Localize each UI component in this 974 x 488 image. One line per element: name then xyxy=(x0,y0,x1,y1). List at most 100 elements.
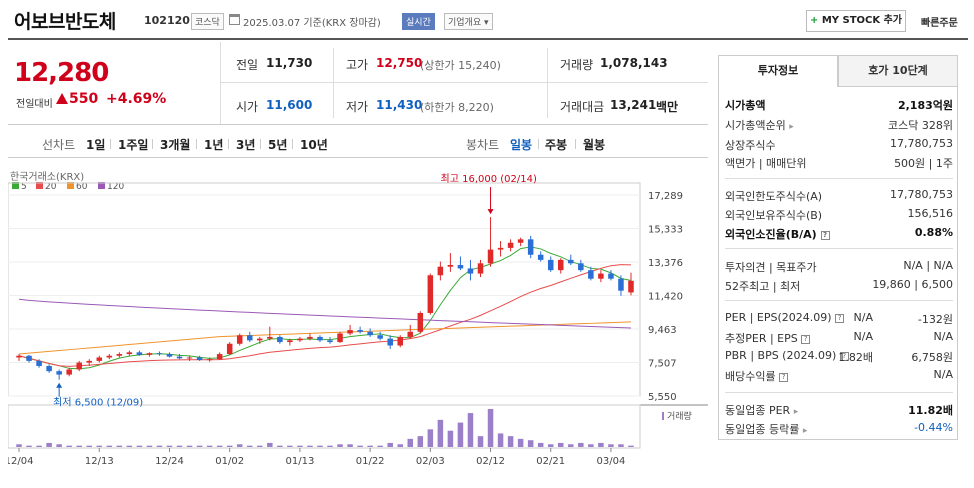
candle-body xyxy=(166,354,173,357)
candle-body xyxy=(46,366,52,372)
realtime-button[interactable]: 실시간 xyxy=(402,13,435,30)
candle-body xyxy=(146,353,153,355)
candle-body xyxy=(236,335,243,344)
divider xyxy=(220,42,221,124)
tab-order-book[interactable]: 호가 10단계 xyxy=(838,55,958,87)
help-icon[interactable]: ? xyxy=(835,313,845,323)
candle-monthly[interactable]: 월봉 xyxy=(583,138,606,152)
y-tick-label: 13,376 xyxy=(648,258,683,269)
divider xyxy=(547,48,548,118)
candle-chart-label: 봉차트 xyxy=(466,138,500,152)
legend-label-5: 5 xyxy=(21,182,27,192)
volume-bar xyxy=(537,442,544,447)
volume-bar xyxy=(76,445,82,447)
x-axis-ticks: 12/04 12/13 12/24 01/02 01/13 01/22 02/03 02/12… xyxy=(8,448,625,467)
market-badge: 코스닥 xyxy=(191,13,224,30)
volume-bar xyxy=(206,445,213,447)
x-tick-label: 12/24 xyxy=(155,456,184,467)
open-value: 11,600 xyxy=(266,98,313,112)
period-3m[interactable]: 3개월 xyxy=(160,138,191,152)
candle-body xyxy=(16,355,22,358)
min-price-arrowhead xyxy=(56,382,63,388)
help-icon[interactable]: ? xyxy=(779,372,789,382)
candle-body xyxy=(427,275,434,313)
legend-label-20: 20 xyxy=(45,182,57,192)
volume-bar xyxy=(166,445,173,447)
info-row-est-per: 추정PER | EPS ? N/A N/A xyxy=(725,330,953,345)
volume-bar xyxy=(257,445,263,447)
plus-icon: + xyxy=(809,15,819,26)
volume-bar xyxy=(477,436,484,447)
period-1w[interactable]: 1주일 xyxy=(118,138,149,152)
candle-body xyxy=(598,273,604,279)
volume-bar xyxy=(66,445,72,447)
period-1y[interactable]: 1년 xyxy=(204,138,224,152)
prev-close-label: 전일 xyxy=(236,58,259,72)
quick-order-link[interactable]: 빠른주문 xyxy=(921,18,958,29)
header-divider xyxy=(8,38,968,40)
candle-body xyxy=(226,343,233,355)
divider xyxy=(725,178,953,179)
x-tick-label: 02/21 xyxy=(536,456,565,467)
info-row-rank[interactable]: 시가총액순위 ▸ 코스닥 328위 xyxy=(725,119,953,132)
volume-bar xyxy=(277,445,283,447)
candle-weekly[interactable]: 주봉 xyxy=(545,138,568,152)
candle-body xyxy=(216,354,223,360)
max-price-arrowhead xyxy=(487,209,494,215)
y-tick-label: 15,333 xyxy=(648,224,683,235)
info-row-industry-change[interactable]: 동일업종 등락률 ▸ -0.44% xyxy=(725,421,953,436)
period-1d[interactable]: 1일 xyxy=(86,138,106,152)
candle-body xyxy=(387,338,393,346)
candle-body xyxy=(347,330,353,334)
period-5y[interactable]: 5년 xyxy=(268,138,288,152)
help-icon[interactable]: ? xyxy=(820,230,830,240)
volume-value: 1,078,143 xyxy=(600,56,668,70)
volume-bar xyxy=(487,409,494,447)
change-label: 전일대비 xyxy=(16,99,53,110)
ma-20-line xyxy=(18,264,631,367)
candle-body xyxy=(196,357,203,361)
divider xyxy=(333,48,334,118)
ma-5-line xyxy=(18,246,632,370)
volume-bar xyxy=(297,445,303,447)
caret-right-icon: ▸ xyxy=(802,426,808,436)
candle-daily[interactable]: 일봉 xyxy=(510,138,533,152)
chart-grid xyxy=(8,182,708,449)
candle-body xyxy=(628,280,634,293)
candle-body xyxy=(76,362,82,370)
y-tick-label: 7,507 xyxy=(648,358,677,369)
y-tick-label: 5,550 xyxy=(648,392,677,403)
volume-bar xyxy=(367,445,373,447)
ma-60-line xyxy=(18,321,632,355)
volume-bar xyxy=(327,445,333,447)
volume-bar xyxy=(598,442,604,447)
volume-bar xyxy=(317,445,323,447)
volume-bar xyxy=(196,445,203,447)
tab-invest-info[interactable]: 투자정보 xyxy=(718,55,838,87)
volume-bar xyxy=(246,445,253,447)
candle-body xyxy=(367,331,373,336)
volume-legend: 거래량 xyxy=(662,410,692,422)
add-mystock-button[interactable]: + MY STOCK 추가 xyxy=(806,10,906,32)
price-chart[interactable]: 한국거래소(KRX) 5 20 60 120 17,289 15,333 13,376 11… xyxy=(8,160,708,480)
divider xyxy=(220,82,708,83)
help-icon[interactable]: ? xyxy=(839,351,849,361)
company-info-dropdown[interactable]: 기업개요 ▾ xyxy=(444,13,493,30)
volume-bar xyxy=(417,436,424,447)
period-3y[interactable]: 3년 xyxy=(236,138,256,152)
up-triangle-icon xyxy=(56,93,68,104)
divider xyxy=(538,139,539,149)
candle-body xyxy=(588,270,594,279)
volume-bar xyxy=(236,444,243,447)
lower-limit: (하한가 8,220) xyxy=(420,101,494,114)
candle-body xyxy=(447,265,454,267)
line-chart-label[interactable]: 선차트 xyxy=(42,138,76,152)
candle-body xyxy=(377,335,383,339)
info-row-industry-per[interactable]: 동일업종 PER ▸ 11.82배 xyxy=(725,404,953,417)
period-10y[interactable]: 10년 xyxy=(300,138,328,152)
divider xyxy=(110,139,111,149)
y-tick-label: 17,289 xyxy=(648,191,683,202)
volume-bar xyxy=(467,413,474,447)
candle-body xyxy=(618,278,624,291)
help-icon[interactable]: ? xyxy=(801,334,811,344)
